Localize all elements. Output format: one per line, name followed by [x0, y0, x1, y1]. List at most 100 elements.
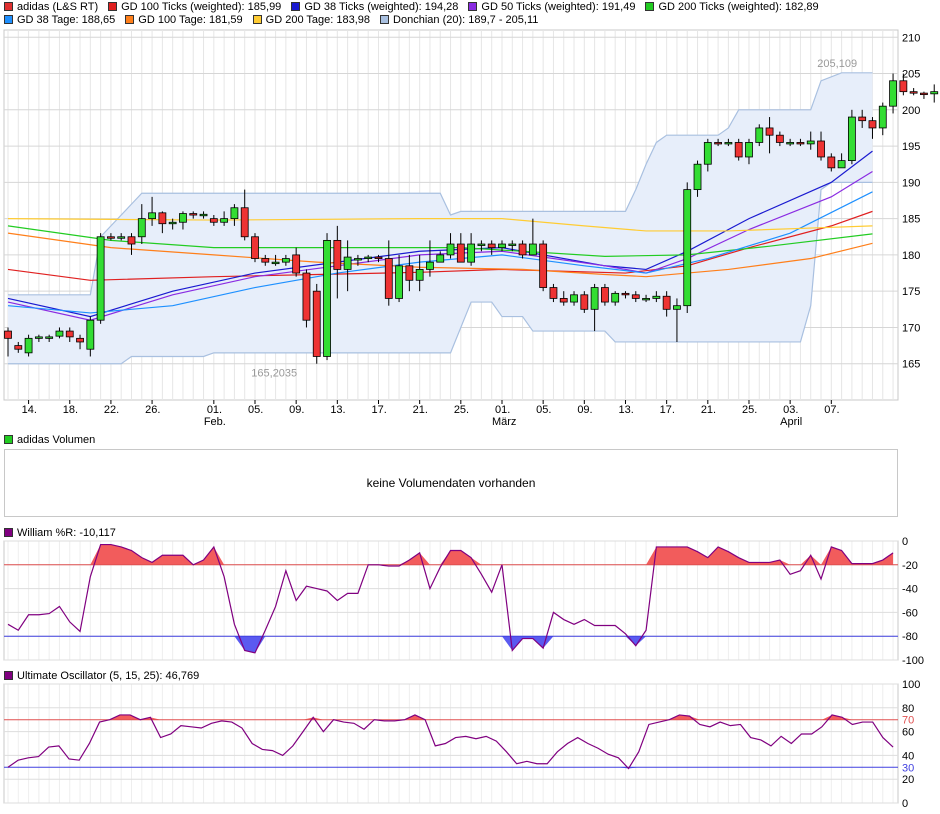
candle-body [127, 236, 136, 245]
x-tick-label: 25. [454, 404, 469, 416]
x-month-label: März [492, 416, 516, 428]
main-legend-row2: GD 38 Tage: 188,65 GD 100 Tage: 181,59 GD … [4, 14, 548, 26]
candle-body [847, 116, 856, 161]
x-tick-label: 17. [660, 404, 675, 416]
legend-item-donchian: Donchian (20): 189,7 - 205,11 [380, 14, 538, 26]
candle-body [354, 258, 362, 261]
y-tick-label: 185 [902, 214, 920, 226]
ultimate-line [7, 714, 894, 770]
x-tick-label: 13. [618, 404, 633, 416]
legend-item-gd100ticks: GD 100 Ticks (weighted): 185,99 [108, 1, 281, 13]
candle-body [817, 140, 825, 158]
legend-item-ultimate: Ultimate Oscillator (5, 15, 25): 46,769 [4, 670, 199, 682]
candle-body [920, 92, 928, 96]
candle-body [281, 258, 290, 263]
ultimate-legend: Ultimate Oscillator (5, 15, 25): 46,769 [4, 670, 209, 682]
y-tick-label: 165 [902, 359, 920, 371]
candle-body [693, 163, 702, 191]
candle-body [868, 120, 877, 129]
candle-body [827, 156, 836, 169]
candle-body [786, 142, 795, 145]
candle-body [96, 236, 105, 321]
y-tick-label: 190 [902, 177, 920, 189]
candle-body [899, 80, 908, 93]
legend-label: GD 100 Tage: 181,59 [138, 14, 243, 26]
candle-body [405, 265, 414, 281]
candle-body [734, 142, 743, 158]
ultimate-y-tick-label: 100 [902, 679, 920, 691]
y-tick-label: 210 [902, 32, 920, 44]
x-tick-label: 21. [701, 404, 716, 416]
candle-body [168, 221, 177, 225]
candle-body [436, 254, 445, 263]
candle-body [652, 295, 661, 299]
candle-body [240, 207, 249, 238]
x-tick-label: 13. [330, 404, 345, 416]
candle-body [374, 256, 383, 259]
legend-swatch [4, 671, 13, 680]
legend-label: adidas Volumen [17, 434, 96, 446]
candle-body [364, 256, 373, 259]
ma-line [7, 232, 873, 278]
x-tick-label: 07. [824, 404, 839, 416]
volume-panel: keine Volumendaten vorhanden [4, 449, 898, 517]
x-tick-label: 17. [371, 404, 386, 416]
donchian-lower [8, 181, 873, 365]
ma-line [7, 170, 873, 321]
williams-line [7, 543, 894, 654]
legend-item-volume: adidas Volumen [4, 434, 95, 446]
williams-y-tick-label: -40 [902, 584, 918, 596]
y-tick-label: 195 [902, 141, 920, 153]
legend-label: GD 200 Ticks (weighted): 182,89 [658, 1, 819, 13]
volume-message: keine Volumendaten vorhanden [366, 476, 536, 490]
candle-body [621, 292, 630, 296]
x-tick-label: 09. [289, 404, 304, 416]
candle-body [312, 290, 321, 357]
legend-label: GD 38 Ticks (weighted): 194,28 [304, 1, 459, 13]
x-month-label: Feb. [204, 416, 226, 428]
candle-body [220, 218, 229, 223]
candle-body [539, 243, 548, 288]
candle-body [292, 254, 301, 274]
candle-body [673, 305, 681, 310]
candle-body [45, 336, 54, 339]
legend-swatch [4, 528, 13, 537]
candle-body [611, 292, 620, 303]
legend-item-gd38tage: GD 38 Tage: 188,65 [4, 14, 115, 26]
candle-body [34, 336, 43, 339]
candle-body [117, 236, 126, 239]
candle-body [878, 105, 887, 129]
candle-body [261, 258, 270, 263]
candle-body [724, 142, 733, 145]
candle-body [930, 91, 939, 95]
candle-body [137, 218, 146, 238]
candle-body [559, 298, 568, 303]
candle-body [683, 189, 692, 307]
candle-body [806, 140, 815, 145]
legend-item-gd38ticks: GD 38 Ticks (weighted): 194,28 [291, 1, 458, 13]
candle-body [333, 239, 342, 270]
y-tick-label: 200 [902, 105, 920, 117]
candle-body [384, 258, 393, 299]
candle-body [76, 337, 84, 343]
x-tick-label: 21. [413, 404, 428, 416]
candle-body [765, 127, 774, 136]
y-tick-label: 175 [902, 286, 920, 298]
candle-body [302, 272, 311, 321]
x-month-label: April [780, 416, 802, 428]
legend-label: GD 38 Tage: 188,65 [17, 14, 116, 26]
candle-body [775, 134, 784, 143]
candle-body [343, 256, 352, 270]
legend-label: GD 50 Ticks (weighted): 191,49 [481, 1, 636, 13]
ultimate-ref-tick-label: 70 [902, 715, 914, 727]
candle-body [14, 345, 23, 350]
candle-body [55, 330, 64, 337]
legend-item-gd200ticks: GD 200 Ticks (weighted): 182,89 [645, 1, 819, 13]
candle-body [487, 243, 496, 249]
legend-item-price: adidas (L&S RT) [4, 1, 98, 13]
candle-body [446, 243, 455, 256]
legend-item-gd100tage: GD 100 Tage: 181,59 [125, 14, 243, 26]
candle-body [415, 269, 424, 281]
legend-item-gd200tage: GD 200 Tage: 183,98 [252, 14, 370, 26]
